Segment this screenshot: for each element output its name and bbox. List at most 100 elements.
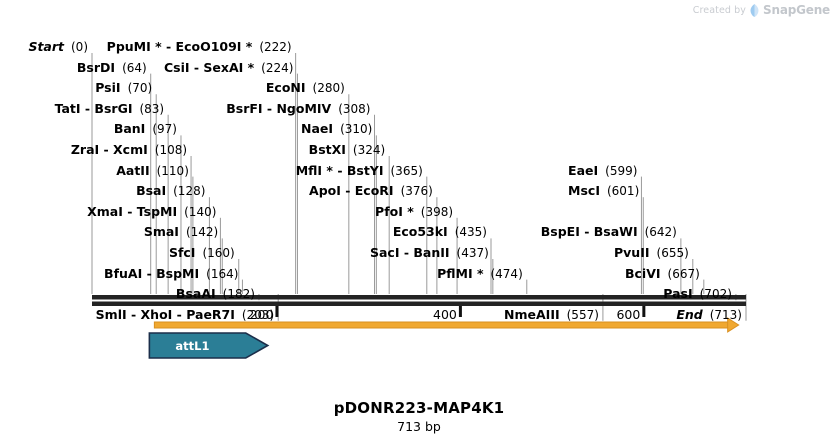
enzyme-position: (182)	[222, 287, 255, 302]
enzyme-label: BsaI (128)	[136, 183, 206, 199]
enzyme-position: (128)	[173, 184, 206, 199]
ruler-tick-label: 600	[616, 307, 641, 322]
page-title: pDONR223-MAP4K1	[333, 399, 505, 417]
enzyme-name: Eco53kI	[392, 224, 448, 240]
enzyme-label: TatI - BsrGI (83)	[55, 101, 165, 116]
enzyme-label: XmaI - TspMI (140)	[87, 203, 217, 219]
feature-label-attl1: attL1	[175, 339, 210, 353]
enzyme-label: SmaI (142)	[144, 226, 218, 239]
enzyme-name: CsiI - SexAI *	[163, 59, 255, 75]
enzyme-label: BspEI - BsaWI (642)	[541, 226, 677, 239]
enzyme-position: (398)	[420, 204, 454, 219]
enzyme-name: BsrDI	[76, 59, 116, 75]
enzyme-label: PvuII (655)	[614, 245, 689, 260]
enzyme-name: PfoI *	[375, 203, 414, 219]
enzyme-position: (435)	[454, 225, 487, 240]
ruler-tick-label: 400	[433, 307, 457, 322]
enzyme-position: (110)	[156, 163, 189, 178]
enzyme-name: BanI	[113, 121, 146, 137]
enzyme-label: EaeI (599)	[568, 162, 638, 178]
enzyme-name: SfcI	[168, 245, 196, 260]
enzyme-name: PasI	[663, 286, 693, 302]
enzyme-label: BfuAI - BspMI (164)	[104, 266, 239, 281]
enzyme-position: (655)	[656, 246, 689, 260]
enzyme-position: (642)	[644, 225, 677, 240]
watermark-created-by-text: Created by	[692, 4, 747, 16]
enzyme-name: SmaI	[143, 224, 179, 240]
enzyme-name: PpuMI * - EcoO109I *	[106, 39, 253, 54]
sequence-backbone-top	[92, 295, 746, 300]
enzyme-position: (164)	[206, 266, 239, 281]
enzyme-name: PsiI	[95, 80, 121, 96]
enzyme-position: (160)	[202, 246, 235, 260]
enzyme-label: BciVI (667)	[625, 267, 700, 281]
enzyme-label: BsrDI (64)	[76, 59, 147, 75]
enzyme-label: Eco53kI (435)	[393, 226, 487, 239]
enzyme-position: (142)	[185, 225, 219, 240]
enzyme-label: BanI (97)	[114, 123, 177, 136]
watermark-brand-text: SnapGene	[763, 3, 830, 17]
enzyme-label: SacI - BanII (437)	[369, 245, 489, 260]
enzyme-label: ApoI - EcoRI (376)	[309, 183, 433, 199]
enzyme-name: MflI * - BstYI	[295, 162, 384, 178]
ruler-tick-mark	[642, 306, 646, 317]
enzyme-name: EaeI	[568, 162, 599, 178]
enzyme-position: (280)	[312, 81, 345, 96]
enzyme-name: NaeI	[301, 121, 334, 137]
enzyme-name: SacI - BanII	[369, 245, 450, 260]
enzyme-label: BstXI (324)	[308, 142, 386, 157]
enzyme-label: PpuMI * - EcoO109I * (222)	[106, 39, 292, 54]
enzyme-position: (70)	[127, 81, 153, 96]
enzyme-name: ApoI - EcoRI	[309, 183, 394, 199]
enzyme-name: Start	[28, 39, 64, 54]
enzyme-position: (324)	[352, 143, 386, 157]
enzyme-label: AatII (110)	[116, 163, 189, 178]
enzyme-label: Start (0)	[28, 39, 88, 54]
ruler-tick-mark	[458, 306, 462, 317]
enzyme-name: ZraI - XcmI	[70, 142, 148, 157]
enzyme-label: BsaAI (182)	[175, 286, 255, 302]
enzyme-position: (702)	[699, 287, 732, 302]
enzyme-label: MscI (601)	[568, 184, 640, 199]
enzyme-position: (97)	[152, 122, 177, 137]
feature-arrow-attl1[interactable]	[148, 332, 270, 359]
enzyme-name: BsaAI	[175, 286, 216, 302]
enzyme-label: NmeAIII (557)	[504, 308, 599, 322]
enzyme-position: (224)	[261, 60, 294, 75]
enzyme-position: (365)	[390, 163, 423, 178]
enzyme-name: BspEI - BsaWI	[540, 224, 638, 240]
enzyme-position: (64)	[122, 60, 147, 75]
enzyme-position: (713)	[709, 307, 742, 322]
enzyme-label: PasI (702)	[663, 286, 732, 302]
enzyme-name: BstXI	[308, 142, 346, 157]
snapgene-leaf-icon	[750, 3, 759, 17]
enzyme-name: XmaI - TspMI	[87, 203, 178, 219]
enzyme-label: EcoNI (280)	[265, 80, 345, 96]
enzyme-name: PvuII	[614, 245, 650, 260]
enzyme-name: PflMI *	[437, 265, 484, 281]
enzyme-position: (0)	[71, 40, 88, 54]
sequence-backbone-bottom	[92, 301, 746, 306]
enzyme-name: EcoNI	[265, 80, 306, 96]
enzyme-label: PfoI * (398)	[375, 203, 454, 219]
enzyme-position: (599)	[605, 163, 638, 178]
enzyme-position: (601)	[606, 184, 640, 199]
enzyme-label: SfcI (160)	[168, 245, 235, 260]
enzyme-label: SmlI - XhoI - PaeR7I (203)	[96, 308, 275, 322]
enzyme-name: BsrFI - NgoMIV	[226, 100, 332, 116]
enzyme-label: CsiI - SexAI * (224)	[163, 59, 294, 75]
enzyme-label: MflI * - BstYI (365)	[295, 162, 423, 178]
ruler-tick-label: 200	[249, 307, 274, 322]
enzyme-position: (83)	[139, 101, 165, 116]
enzyme-name: End	[676, 306, 703, 322]
enzyme-position: (376)	[400, 184, 433, 199]
enzyme-position: (108)	[154, 143, 188, 157]
enzyme-label: NaeI (310)	[301, 123, 372, 136]
enzyme-label: BsrFI - NgoMIV (308)	[226, 100, 370, 116]
enzyme-position: (140)	[184, 204, 217, 219]
enzyme-name: BsaI	[136, 183, 167, 199]
sequence-length-label: 713 bp	[397, 419, 441, 434]
enzyme-label: PsiI (70)	[95, 80, 153, 96]
